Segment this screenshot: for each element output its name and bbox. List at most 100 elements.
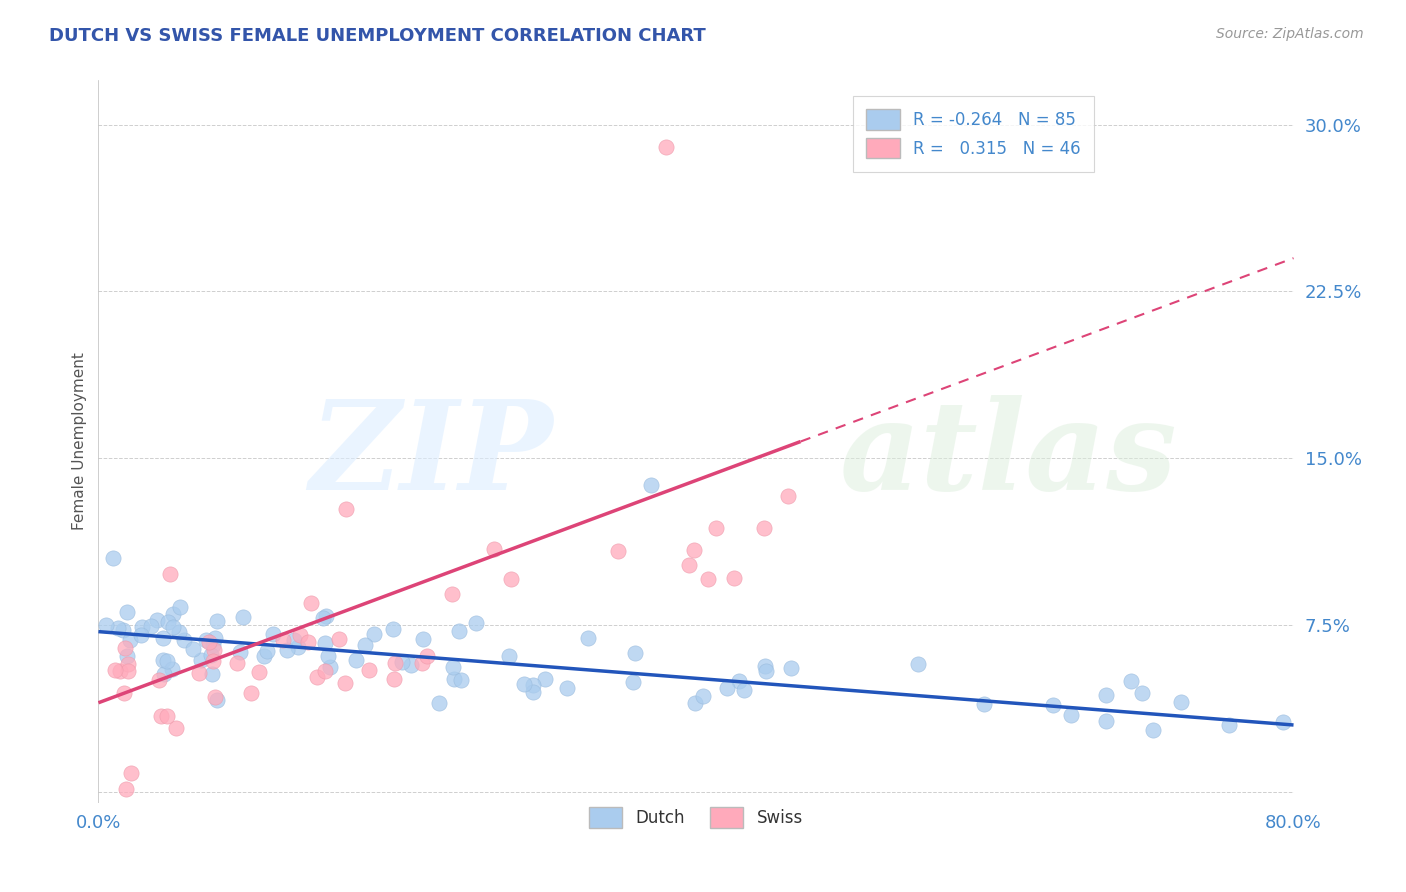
Point xyxy=(412,632,434,646)
Point xyxy=(115,605,138,619)
Point xyxy=(312,611,335,625)
Point xyxy=(225,657,247,671)
Point xyxy=(449,624,471,639)
Point xyxy=(153,667,176,681)
Legend: Dutch, Swiss: Dutch, Swiss xyxy=(582,800,810,834)
Point xyxy=(411,656,433,670)
Point xyxy=(181,641,204,656)
Point xyxy=(533,672,555,686)
Point xyxy=(484,541,506,556)
Point xyxy=(755,665,778,679)
Point xyxy=(173,632,195,647)
Point xyxy=(723,571,745,585)
Point xyxy=(239,686,262,700)
Point xyxy=(204,632,226,646)
Point xyxy=(624,646,647,660)
Point xyxy=(201,638,224,652)
Point xyxy=(335,502,357,516)
Point xyxy=(297,634,319,648)
Point xyxy=(271,632,294,647)
Point xyxy=(229,645,252,659)
Point xyxy=(276,643,298,657)
Point xyxy=(443,672,465,686)
Point xyxy=(1130,686,1153,700)
Point xyxy=(683,696,706,710)
Point xyxy=(159,566,181,581)
Point xyxy=(162,607,184,622)
Point xyxy=(107,621,129,635)
Point xyxy=(157,615,180,629)
Point xyxy=(692,690,714,704)
Point xyxy=(640,478,662,492)
Point xyxy=(1042,698,1064,713)
Point xyxy=(256,644,278,658)
Text: atlas: atlas xyxy=(839,395,1177,516)
Point xyxy=(115,648,138,663)
Point xyxy=(1218,718,1240,732)
Point xyxy=(382,672,405,686)
Point xyxy=(678,558,700,572)
Point xyxy=(139,618,162,632)
Point xyxy=(305,670,328,684)
Point xyxy=(104,663,127,677)
Point xyxy=(190,653,212,667)
Point xyxy=(114,640,136,655)
Point xyxy=(283,632,305,647)
Point xyxy=(1170,695,1192,709)
Point xyxy=(440,587,463,601)
Point xyxy=(117,657,139,671)
Point xyxy=(111,623,134,637)
Point xyxy=(262,627,284,641)
Point xyxy=(780,661,803,675)
Point xyxy=(697,572,720,586)
Point xyxy=(1094,688,1116,702)
Point xyxy=(162,662,184,676)
Point xyxy=(465,615,488,630)
Point xyxy=(103,550,125,565)
Point xyxy=(384,657,406,671)
Point xyxy=(167,625,190,640)
Point xyxy=(117,664,139,678)
Point xyxy=(146,613,169,627)
Point xyxy=(299,596,322,610)
Point xyxy=(499,572,522,586)
Text: ZIP: ZIP xyxy=(309,395,553,516)
Point xyxy=(253,649,276,664)
Point xyxy=(328,632,350,647)
Point xyxy=(118,632,141,647)
Point xyxy=(357,663,380,677)
Point xyxy=(450,673,472,687)
Point xyxy=(287,640,309,654)
Point xyxy=(655,140,678,154)
Point xyxy=(907,657,929,672)
Point xyxy=(148,673,170,687)
Point xyxy=(522,678,544,692)
Point xyxy=(152,653,174,667)
Point xyxy=(716,681,738,696)
Point xyxy=(207,693,229,707)
Point xyxy=(333,675,356,690)
Point xyxy=(513,677,536,691)
Point xyxy=(120,765,142,780)
Point xyxy=(188,665,211,680)
Point xyxy=(973,697,995,711)
Point xyxy=(198,634,221,648)
Text: Source: ZipAtlas.com: Source: ZipAtlas.com xyxy=(1216,27,1364,41)
Point xyxy=(200,648,222,662)
Text: DUTCH VS SWISS FEMALE UNEMPLOYMENT CORRELATION CHART: DUTCH VS SWISS FEMALE UNEMPLOYMENT CORRE… xyxy=(49,27,706,45)
Point xyxy=(314,635,336,649)
Point xyxy=(382,622,405,636)
Point xyxy=(201,654,224,668)
Point xyxy=(752,520,775,534)
Point xyxy=(522,685,544,699)
Point xyxy=(704,521,727,535)
Point xyxy=(441,660,464,674)
Y-axis label: Female Unemployment: Female Unemployment xyxy=(72,352,87,531)
Point xyxy=(1142,723,1164,738)
Point xyxy=(354,638,377,652)
Point xyxy=(555,681,578,696)
Point xyxy=(391,655,413,669)
Point xyxy=(416,649,439,664)
Point xyxy=(112,686,135,700)
Point xyxy=(115,782,138,797)
